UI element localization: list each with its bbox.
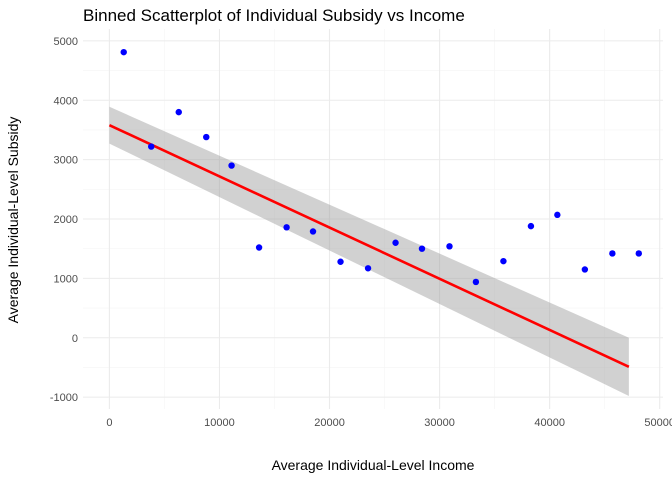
trend-line (108, 124, 630, 369)
data-points (120, 48, 642, 286)
grid (83, 29, 663, 409)
data-point (418, 245, 426, 252)
data-point (527, 222, 535, 230)
y-axis-ticks: -1000 0 1000 2000 3000 4000 5000 (50, 36, 78, 404)
data-point (581, 266, 589, 273)
y-tick-label: 1000 (54, 273, 78, 285)
data-point (283, 224, 290, 231)
x-axis-ticks: 0 10000 20000 30000 40000 50000 (106, 417, 672, 429)
data-point (203, 133, 210, 141)
data-point (148, 143, 155, 150)
data-point (175, 108, 182, 116)
y-tick-label: 2000 (54, 214, 78, 226)
y-tick-label: -1000 (50, 392, 78, 404)
x-tick-label: 20000 (314, 417, 345, 429)
x-tick-label: 10000 (204, 417, 235, 429)
trend-line-group (108, 124, 630, 369)
data-point (472, 278, 480, 286)
data-point (337, 258, 344, 265)
x-tick-label: 50000 (644, 417, 672, 429)
data-point (446, 243, 453, 250)
y-tick-label: 3000 (54, 155, 78, 167)
confidence-band-area (109, 106, 629, 396)
x-tick-label: 0 (106, 417, 112, 429)
data-point (500, 257, 507, 265)
y-tick-label: 0 (72, 333, 78, 345)
data-point (392, 239, 399, 246)
y-tick-label: 5000 (54, 36, 78, 48)
confidence-band (109, 106, 629, 396)
y-tick-label: 4000 (54, 95, 78, 107)
x-tick-label: 40000 (534, 417, 565, 429)
data-point (364, 265, 372, 272)
x-tick-label: 30000 (424, 417, 455, 429)
data-point (609, 250, 616, 257)
data-point (120, 48, 127, 56)
data-point (554, 211, 561, 219)
chart-title: Binned Scatterplot of Individual Subsidy… (83, 6, 465, 25)
data-point (635, 250, 642, 257)
data-point (255, 244, 263, 251)
data-point (309, 228, 317, 235)
x-axis-title: Average Individual-Level Income (272, 457, 475, 473)
data-point (228, 162, 235, 169)
y-axis-title: Average Individual-Level Subsidy (5, 117, 21, 324)
